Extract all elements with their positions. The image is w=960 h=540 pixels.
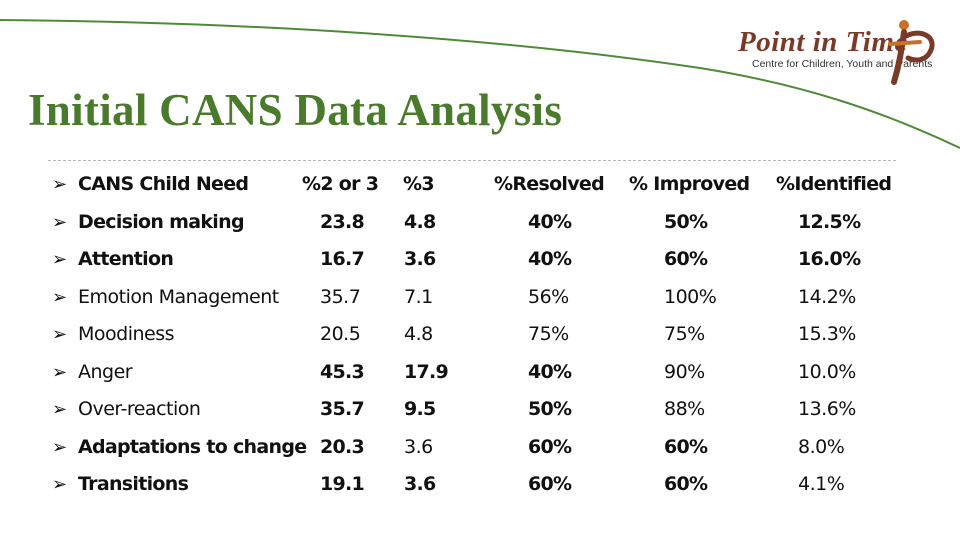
need-label: Moodiness (78, 323, 175, 345)
improved-value: 75% (664, 323, 705, 345)
resolved-value: 40% (528, 360, 572, 383)
point-in-time-logo: Point in Time Centre for Children, Youth… (738, 16, 948, 88)
identified-value: 8.0% (798, 435, 845, 458)
arrow-bullet-icon: ➢ (52, 324, 67, 345)
pct-3-value: 4.8 (404, 210, 436, 233)
header-cans-child-need: CANS Child Need (78, 173, 249, 195)
table-row: ➢ Adaptations to change 20.3 3.6 60% 60%… (0, 429, 960, 467)
page-title: Initial CANS Data Analysis (28, 85, 563, 135)
table-row: ➢ Anger 45.3 17.9 40% 90% 10.0% (0, 354, 960, 392)
pct-2-or-3-value: 20.3 (320, 435, 365, 458)
resolved-value: 40% (528, 248, 572, 270)
header-pct-3: %3 (403, 173, 435, 195)
resolved-value: 50% (528, 398, 572, 420)
arrow-bullet-icon: ➢ (52, 361, 67, 383)
improved-value: 60% (664, 248, 708, 270)
arrow-bullet-icon: ➢ (52, 211, 67, 233)
identified-value: 13.6% (798, 398, 856, 420)
header-pct-resolved: %Resolved (494, 173, 605, 195)
header-pct-identified: %Identified (776, 173, 892, 195)
improved-value: 100% (664, 285, 717, 308)
logo-wordmark: Point in Time (738, 26, 908, 58)
pct-3-value: 7.1 (404, 285, 433, 308)
pct-3-value: 17.9 (404, 360, 449, 383)
header-pct-improved: % Improved (629, 173, 750, 195)
pct-2-or-3-value: 35.7 (320, 285, 361, 308)
improved-value: 90% (664, 360, 705, 383)
title-divider (48, 160, 896, 161)
arrow-bullet-icon: ➢ (52, 174, 67, 195)
pct-3-value: 3.6 (404, 248, 436, 270)
need-label: Adaptations to change (78, 435, 307, 458)
improved-value: 88% (664, 398, 705, 420)
improved-value: 60% (664, 435, 708, 458)
arrow-bullet-icon: ➢ (52, 286, 67, 308)
header-pct-2-or-3: %2 or 3 (302, 173, 379, 195)
cans-data-table: ➢ CANS Child Need %2 or 3 %3 %Resolved %… (0, 166, 960, 504)
pct-2-or-3-value: 19.1 (320, 473, 365, 495)
identified-value: 12.5% (798, 210, 861, 233)
resolved-value: 75% (528, 323, 569, 345)
need-label: Decision making (78, 210, 245, 233)
pct-2-or-3-value: 23.8 (320, 210, 365, 233)
table-row: ➢ Transitions 19.1 3.6 60% 60% 4.1% (0, 466, 960, 504)
pct-3-value: 3.6 (404, 473, 436, 495)
pct-2-or-3-value: 20.5 (320, 323, 361, 345)
improved-value: 60% (664, 473, 708, 495)
pct-3-value: 4.8 (404, 323, 433, 345)
resolved-value: 40% (528, 210, 572, 233)
arrow-bullet-icon: ➢ (52, 474, 67, 495)
pct-2-or-3-value: 16.7 (320, 248, 365, 270)
need-label: Emotion Management (78, 285, 279, 308)
need-label: Attention (78, 248, 174, 270)
table-row: ➢ Attention 16.7 3.6 40% 60% 16.0% (0, 241, 960, 279)
table-row: ➢ Decision making 23.8 4.8 40% 50% 12.5% (0, 204, 960, 242)
identified-value: 14.2% (798, 285, 856, 308)
identified-value: 15.3% (798, 323, 856, 345)
logo-figure-icon (888, 20, 935, 85)
need-label: Over-reaction (78, 398, 201, 420)
improved-value: 50% (664, 210, 708, 233)
need-label: Transitions (78, 473, 189, 495)
arrow-bullet-icon: ➢ (52, 436, 67, 458)
resolved-value: 56% (528, 285, 569, 308)
table-row: ➢ Over-reaction 35.7 9.5 50% 88% 13.6% (0, 391, 960, 429)
pct-2-or-3-value: 35.7 (320, 398, 365, 420)
need-label: Anger (78, 360, 133, 383)
identified-value: 16.0% (798, 248, 861, 270)
identified-value: 10.0% (798, 360, 856, 383)
identified-value: 4.1% (798, 473, 845, 495)
pct-3-value: 3.6 (404, 435, 433, 458)
resolved-value: 60% (528, 435, 572, 458)
arrow-bullet-icon: ➢ (52, 249, 67, 270)
table-header-row: ➢ CANS Child Need %2 or 3 %3 %Resolved %… (0, 166, 960, 204)
pct-3-value: 9.5 (404, 398, 436, 420)
pct-2-or-3-value: 45.3 (320, 360, 365, 383)
arrow-bullet-icon: ➢ (52, 399, 67, 420)
logo-tagline: Centre for Children, Youth and Parents (752, 58, 933, 70)
resolved-value: 60% (528, 473, 572, 495)
table-row: ➢ Moodiness 20.5 4.8 75% 75% 15.3% (0, 316, 960, 354)
table-row: ➢ Emotion Management 35.7 7.1 56% 100% 1… (0, 279, 960, 317)
header-swoosh (0, 0, 960, 149)
